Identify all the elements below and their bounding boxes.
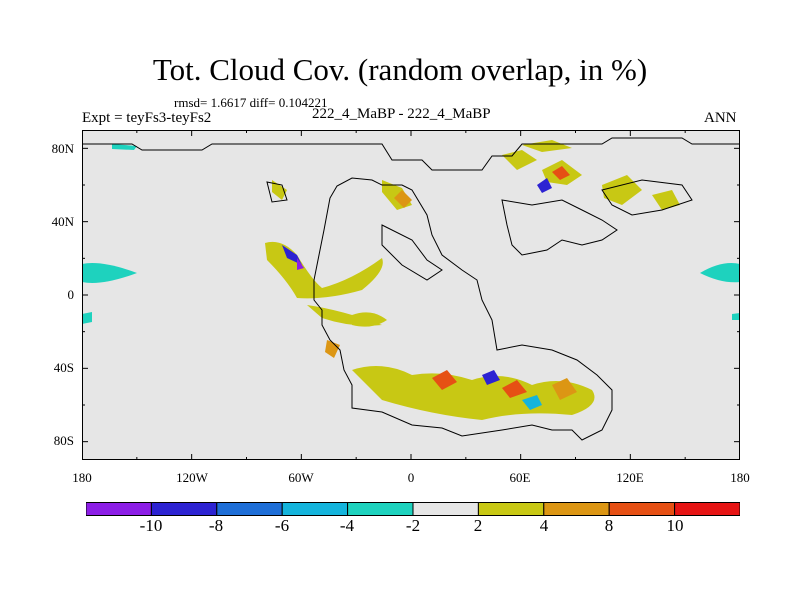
lat-label-0: 0 bbox=[67, 287, 75, 302]
colorbar bbox=[86, 502, 740, 516]
plot-title: Tot. Cloud Cov. (random overlap, in %) bbox=[152, 52, 648, 87]
fill-south-cyan bbox=[522, 395, 542, 410]
lon-label-60w: 60W bbox=[288, 470, 314, 485]
fill-south-red-1 bbox=[432, 370, 457, 390]
lon-label-60e: 60E bbox=[509, 470, 531, 485]
colorbar-label: -2 bbox=[405, 516, 421, 535]
lat-label-40n: 40N bbox=[51, 214, 74, 229]
map-plot bbox=[82, 130, 740, 460]
fill-south-red-2 bbox=[502, 380, 527, 398]
stats-line: rmsd= 1.6617 diff= 0.104221 bbox=[174, 95, 328, 110]
fill-west-coast-yellow-3 bbox=[352, 312, 387, 327]
colorbar-swatch bbox=[216, 502, 283, 516]
lat-label-40s: 40S bbox=[53, 360, 74, 375]
continent-outline bbox=[313, 177, 613, 441]
coastlines bbox=[82, 137, 740, 441]
season-label: ANN bbox=[704, 110, 737, 126]
map-background bbox=[82, 130, 740, 460]
northeast-outline bbox=[601, 179, 693, 216]
axis-ticks bbox=[82, 130, 740, 460]
colorbar-swatch bbox=[150, 502, 218, 516]
case-subtitle: 222_4_MaBP - 222_4_MaBP bbox=[312, 106, 491, 122]
island-outline bbox=[266, 181, 288, 203]
fill-pacific-east-small bbox=[732, 313, 740, 320]
fill-arctic-blue bbox=[112, 144, 137, 150]
lon-label-0: 0 bbox=[407, 470, 415, 485]
fill-pacific-east bbox=[700, 263, 740, 283]
colorbar-label: -6 bbox=[274, 516, 290, 535]
colorbar-swatch bbox=[412, 502, 479, 516]
colorbar-label: -4 bbox=[339, 516, 355, 535]
fill-pacific-west bbox=[82, 263, 137, 283]
experiment-label: Expt = teyFs3-teyFs2 bbox=[82, 110, 212, 126]
colorbar-label: 10 bbox=[666, 516, 684, 535]
fill-south-west bbox=[325, 340, 340, 358]
difference-fills bbox=[82, 140, 740, 420]
colorbar-swatch bbox=[543, 502, 610, 516]
colorbar-swatch bbox=[347, 502, 414, 516]
fill-pacific-west-small bbox=[82, 312, 92, 324]
fill-west-coast-purple bbox=[297, 258, 304, 270]
colorbar-swatch bbox=[281, 502, 349, 516]
fill-south-orange bbox=[552, 378, 577, 400]
colorbar-swatch bbox=[674, 502, 740, 516]
lon-label-120e: 120E bbox=[616, 470, 644, 485]
fill-north-3 bbox=[502, 150, 537, 170]
arctic-coastline bbox=[82, 137, 740, 171]
lon-label-180w: 180 bbox=[72, 470, 92, 485]
colorbar-swatch bbox=[86, 502, 152, 516]
colorbar-label: 4 bbox=[539, 516, 549, 535]
colorbar-swatch bbox=[477, 502, 545, 516]
colorbar-label: 8 bbox=[604, 516, 614, 535]
lon-label-180e: 180 bbox=[730, 470, 750, 485]
lat-label-80n: 80N bbox=[51, 141, 74, 156]
fill-north-5 bbox=[552, 166, 570, 180]
fill-north-6 bbox=[537, 178, 552, 193]
fill-north-9 bbox=[522, 140, 572, 152]
lat-label-80s: 80S bbox=[53, 433, 74, 448]
inner-lake-outline bbox=[381, 224, 443, 281]
fill-north-8 bbox=[652, 190, 680, 210]
inner-basin-outline bbox=[501, 199, 618, 256]
colorbar-label: -8 bbox=[208, 516, 224, 535]
fill-north-2 bbox=[394, 190, 412, 208]
fill-south-blue bbox=[482, 370, 500, 385]
fill-north-10 bbox=[272, 180, 287, 200]
lon-label-120w: 120W bbox=[176, 470, 208, 485]
colorbar-swatch bbox=[608, 502, 676, 516]
colorbar-label: 2 bbox=[473, 516, 483, 535]
colorbar-label: -10 bbox=[139, 516, 163, 535]
